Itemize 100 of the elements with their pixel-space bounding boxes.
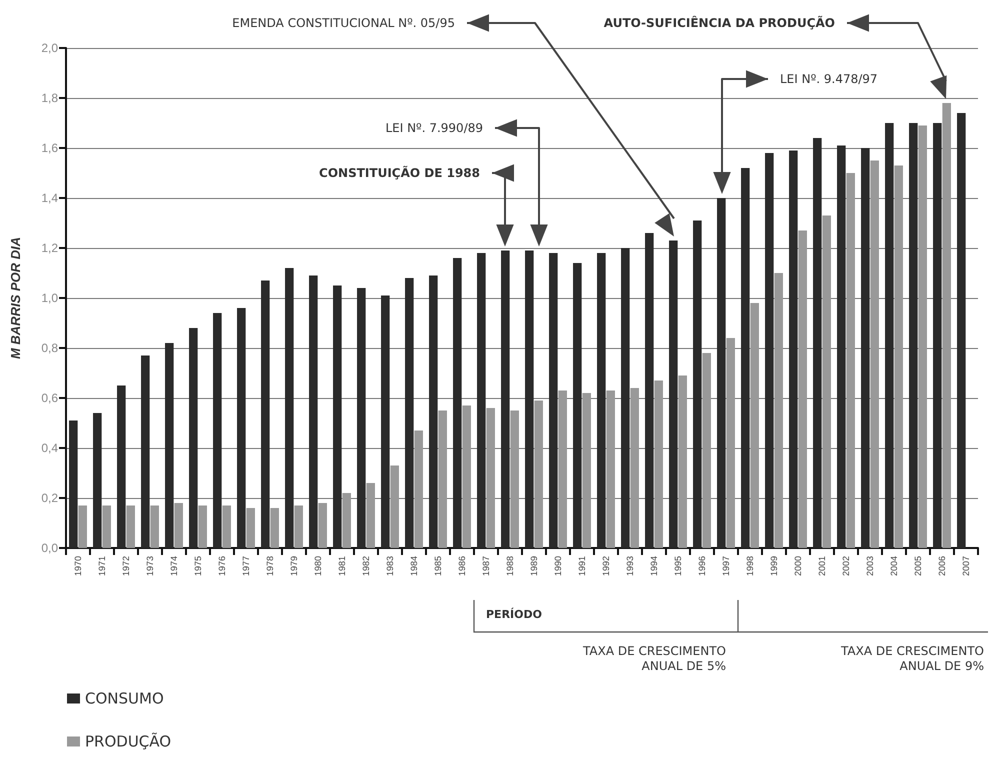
bar <box>69 420 78 548</box>
bar <box>510 410 519 548</box>
y-tick-label: 0,6 <box>41 391 58 405</box>
x-tick-label: 1996 <box>697 556 707 576</box>
bar <box>606 390 615 548</box>
bar <box>198 506 207 548</box>
x-tick-label: 2001 <box>817 556 827 576</box>
bar <box>750 303 759 548</box>
bar <box>861 148 870 548</box>
bar <box>405 278 414 548</box>
bar <box>678 376 687 548</box>
bar <box>918 126 927 548</box>
bar <box>189 328 198 548</box>
x-tick-label: 1998 <box>745 556 755 576</box>
y-tick-label: 1,4 <box>41 191 58 205</box>
bar <box>621 248 630 548</box>
bar <box>789 150 798 548</box>
x-tick-label: 1980 <box>313 556 323 576</box>
bar <box>150 506 159 548</box>
bar <box>462 406 471 548</box>
x-tick-label: 1993 <box>625 556 635 576</box>
text: AUTO-SUFICIÊNCIA DA PRODUÇÃO <box>604 15 835 30</box>
x-tick-label: 1995 <box>673 556 683 576</box>
x-tick-label: 2007 <box>961 556 971 576</box>
annotation: LEI Nº. 7.990/89 <box>385 121 483 135</box>
bar <box>846 173 855 548</box>
x-tick-label: 1994 <box>649 556 659 576</box>
x-tick-label: 1972 <box>121 556 131 576</box>
bar <box>102 506 111 548</box>
bar <box>765 153 774 548</box>
bar <box>741 168 750 548</box>
bar <box>933 123 942 548</box>
bar <box>309 276 318 548</box>
x-tick-label: 2005 <box>913 556 923 576</box>
x-tick-label: 2004 <box>889 556 899 576</box>
bar <box>669 240 678 548</box>
bar <box>870 160 879 548</box>
bar <box>261 280 270 548</box>
bar <box>501 250 510 548</box>
y-axis-title: M BARRIS POR DIA <box>8 236 23 360</box>
bar <box>93 413 102 548</box>
y-tick-label: 2,0 <box>41 41 58 55</box>
x-tick-label: 2002 <box>841 556 851 576</box>
bar <box>438 410 447 548</box>
bar <box>582 393 591 548</box>
bar <box>534 400 543 548</box>
y-tick-label: 0,4 <box>41 441 58 455</box>
bar <box>318 503 327 548</box>
y-tick-label: 1,2 <box>41 241 58 255</box>
bar <box>294 506 303 548</box>
text: TAXA DE CRESCIMENTO ANUAL DE 5% <box>582 644 726 673</box>
legend-label: PRODUÇÃO <box>85 732 172 750</box>
y-tick-label: 1,0 <box>41 291 58 305</box>
x-tick-label: 1981 <box>337 556 347 576</box>
bar <box>693 220 702 548</box>
bar <box>381 296 390 548</box>
bar <box>390 466 399 548</box>
y-tick-label: 1,8 <box>41 91 58 105</box>
x-tick-label: 1990 <box>553 556 563 576</box>
bar <box>957 113 966 548</box>
x-tick-label: 1986 <box>457 556 467 576</box>
x-tick-label: 1973 <box>145 556 155 576</box>
bar <box>813 138 822 548</box>
bar <box>630 388 639 548</box>
bar <box>774 273 783 548</box>
bar <box>126 506 135 548</box>
x-tick-label: 1991 <box>577 556 587 576</box>
x-tick-label: 1977 <box>241 556 251 576</box>
bar <box>894 166 903 548</box>
x-tick-label: 1983 <box>385 556 395 576</box>
x-tick-label: 1971 <box>97 556 107 576</box>
bar <box>822 216 831 548</box>
x-tick-label: 1984 <box>409 556 419 576</box>
bar <box>837 146 846 548</box>
bar <box>414 430 423 548</box>
bar <box>117 386 126 548</box>
bar <box>165 343 174 548</box>
bar <box>141 356 150 548</box>
bar <box>285 268 294 548</box>
bar <box>366 483 375 548</box>
x-tick-label: 1982 <box>361 556 371 576</box>
x-tick-label: 1992 <box>601 556 611 576</box>
bar <box>717 198 726 548</box>
bar <box>237 308 246 548</box>
x-tick-label: 1978 <box>265 556 275 576</box>
x-tick-label: 1999 <box>769 556 779 576</box>
bar <box>798 230 807 548</box>
legend-label: CONSUMO <box>85 690 164 708</box>
x-tick-label: 1987 <box>481 556 491 576</box>
bar <box>246 508 255 548</box>
x-tick-label: 2000 <box>793 556 803 576</box>
y-tick-label: 0,8 <box>41 341 58 355</box>
bar <box>597 253 606 548</box>
text: EMENDA CONSTITUCIONAL Nº. 05/95 <box>232 16 455 30</box>
bar <box>573 263 582 548</box>
bar <box>909 123 918 548</box>
bar <box>78 506 87 548</box>
x-tick-label: 1997 <box>721 556 731 576</box>
bar <box>702 353 711 548</box>
bar <box>357 288 366 548</box>
